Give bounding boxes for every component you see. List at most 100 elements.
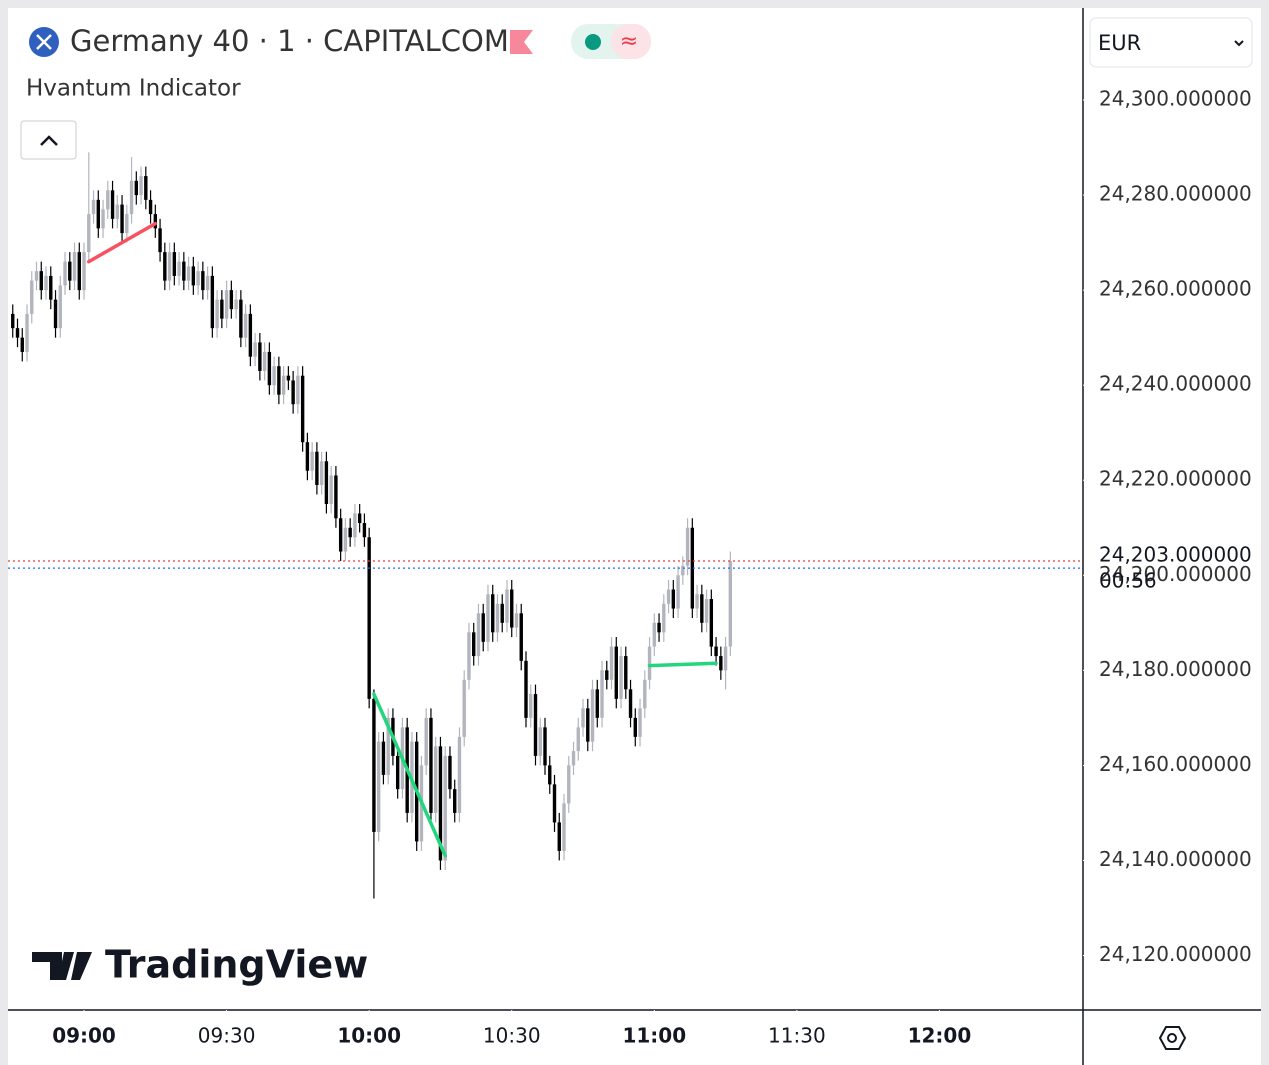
candle-body — [329, 475, 333, 504]
candle-body — [82, 252, 86, 291]
candle-body — [134, 180, 139, 196]
x-tick-label: 10:00 — [337, 1024, 401, 1048]
candle-body — [357, 513, 362, 524]
candle-body — [376, 741, 381, 832]
candle-body — [381, 741, 386, 775]
market-open-dot — [585, 34, 601, 50]
candle-body — [538, 727, 542, 756]
x-tick-label: 10:30 — [483, 1024, 541, 1048]
candle-body — [68, 261, 72, 281]
candle-body — [153, 214, 158, 229]
candle-body — [129, 180, 134, 215]
candle-body — [476, 613, 481, 657]
candle-body — [662, 603, 666, 633]
candle-body — [723, 646, 728, 671]
candle-body — [267, 351, 272, 386]
candle-body — [495, 603, 500, 633]
candle-body — [514, 613, 519, 628]
candle-body — [324, 461, 329, 504]
indicator-name: Hvantum Indicator — [26, 76, 241, 102]
tv-logo — [32, 952, 92, 980]
candle-body — [695, 594, 699, 609]
candle-body — [201, 271, 205, 291]
candle-body — [125, 214, 129, 234]
candle-body — [215, 299, 219, 329]
y-tick-label: 24,180.000000 — [1099, 657, 1252, 681]
candle-body — [586, 708, 590, 742]
x-tick-label: 12:00 — [908, 1024, 972, 1048]
candle-body — [524, 660, 528, 718]
y-tick-label: 24,240.000000 — [1099, 372, 1252, 396]
candle-body — [433, 746, 438, 813]
candle-body — [595, 689, 599, 718]
candle-body — [609, 646, 614, 680]
candle-body — [619, 656, 623, 699]
candle-body — [191, 266, 196, 286]
candle-body — [638, 708, 642, 737]
y-tick-label: 24,260.000000 — [1099, 277, 1252, 301]
candle-body — [101, 209, 105, 229]
candle-body — [53, 299, 58, 329]
candle-body — [472, 632, 476, 657]
candle-body — [281, 375, 286, 395]
candle-body — [115, 204, 120, 219]
candle-body — [220, 299, 224, 319]
candle-body — [77, 252, 81, 291]
candle-body — [30, 280, 34, 314]
candle-body — [448, 755, 452, 790]
y-tick-label: 24,220.000000 — [1099, 467, 1252, 491]
candle-body — [681, 565, 685, 576]
candle-body — [262, 351, 267, 371]
candle-body — [167, 252, 172, 281]
chart-bg — [8, 8, 1261, 1065]
currency-select[interactable] — [1089, 17, 1253, 68]
candle-body — [567, 765, 571, 804]
candle-body — [666, 589, 671, 604]
candle-body — [348, 527, 352, 538]
candle-body — [319, 461, 324, 485]
settings-icon[interactable] — [1158, 1026, 1187, 1050]
candle-body — [139, 176, 143, 196]
candle-body — [429, 717, 433, 813]
countdown: 00:56 — [1099, 569, 1157, 593]
candle-body — [110, 190, 115, 219]
candle-body — [353, 513, 357, 538]
candle-body — [196, 271, 200, 286]
candle-body — [39, 271, 43, 291]
candle-body — [628, 689, 633, 718]
candle-body — [486, 594, 490, 642]
candle-body — [63, 261, 67, 286]
candle-body — [286, 375, 291, 381]
candle-body — [224, 290, 229, 319]
candle-body — [467, 632, 471, 680]
collapse-button[interactable] — [20, 120, 77, 160]
candle-body — [87, 214, 91, 253]
candle-body — [338, 518, 343, 552]
candle-body — [386, 717, 390, 775]
candle-body — [248, 313, 253, 357]
candle-body — [91, 199, 96, 215]
candle-body — [481, 613, 485, 642]
candle-body — [372, 698, 376, 832]
symbol-title: Germany 40 · 1 · CAPITALCOM — [70, 24, 509, 58]
candle-body — [44, 275, 48, 291]
settings-icon-dot — [1167, 1033, 1177, 1043]
indicator-line — [372, 692, 447, 858]
candle-body — [243, 313, 248, 338]
candle-body — [443, 755, 447, 861]
candle-body — [163, 252, 167, 281]
candle-body — [239, 299, 243, 338]
candle-body — [438, 746, 443, 861]
candle-body — [34, 271, 39, 281]
candle-body — [709, 599, 714, 647]
indicator-line — [87, 221, 158, 264]
symbol-icon-x — [36, 34, 52, 50]
candle-body — [548, 765, 552, 785]
candle-body — [144, 176, 148, 200]
candle-body — [643, 679, 647, 709]
candle-body — [148, 199, 153, 215]
candle-body — [581, 708, 585, 728]
candle-body — [305, 442, 310, 471]
candle-body — [700, 594, 704, 623]
